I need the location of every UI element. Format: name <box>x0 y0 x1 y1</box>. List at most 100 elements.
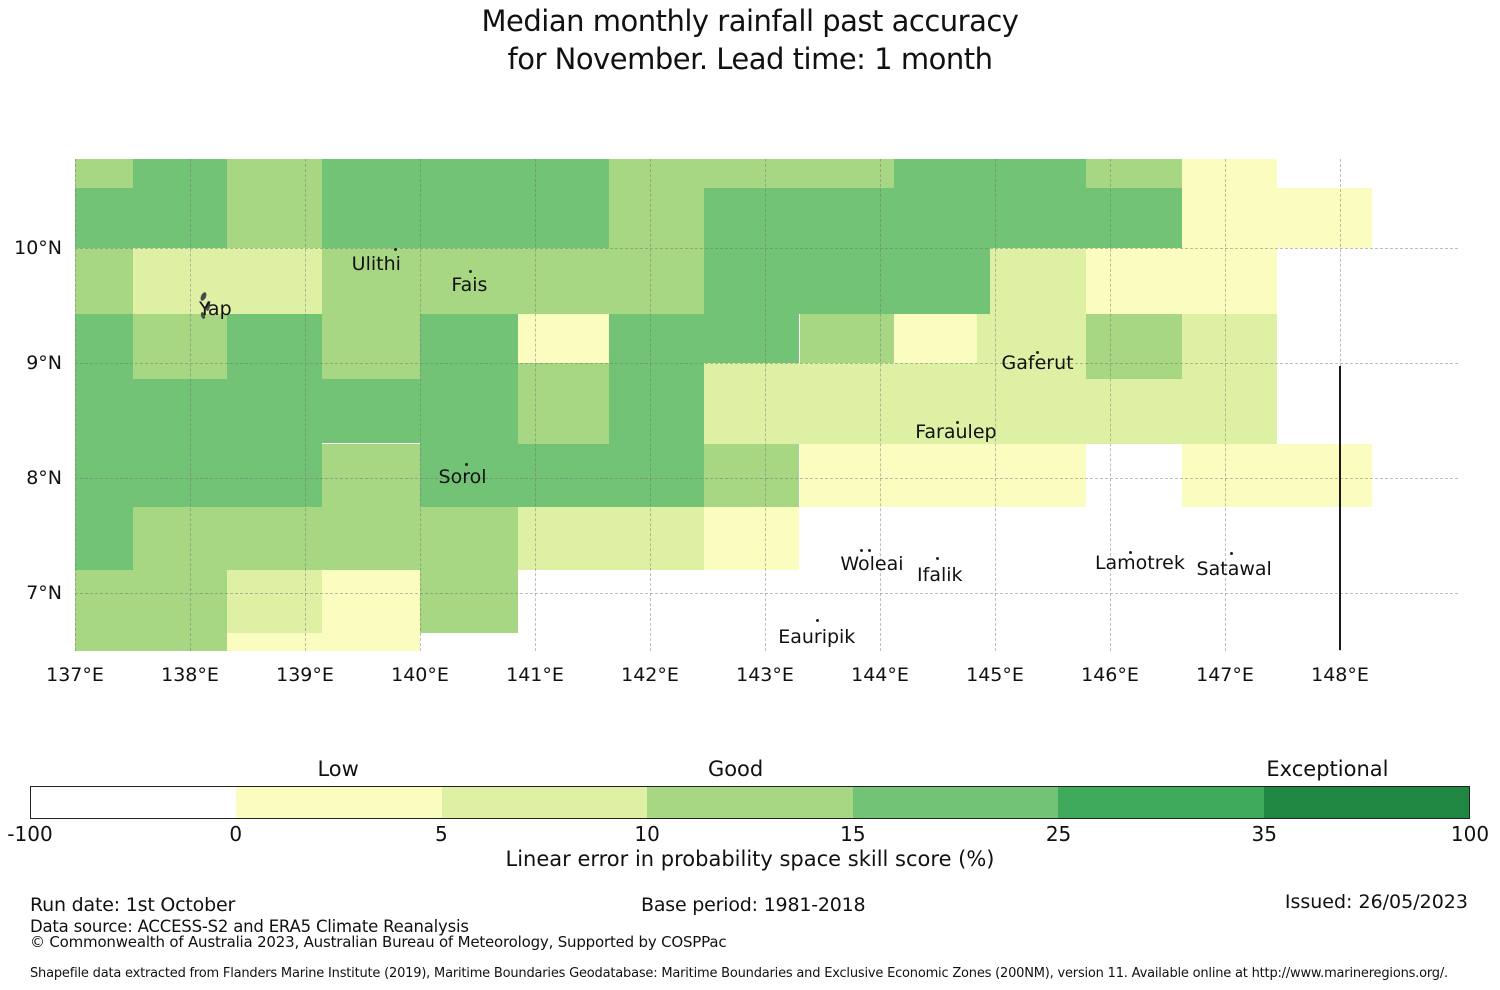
map-cell <box>1182 188 1373 248</box>
map-cell <box>322 248 705 314</box>
longitude-gridline <box>1110 159 1111 651</box>
map-cell <box>132 313 227 380</box>
colorbar-tick-label: 100 <box>1450 822 1490 846</box>
colorbar-tick-label: 10 <box>634 822 660 846</box>
map-cell <box>608 188 705 248</box>
map-cell <box>608 159 894 189</box>
longitude-gridline <box>765 159 766 651</box>
map-cell <box>893 159 1086 189</box>
map-cell <box>420 313 518 507</box>
map-cell <box>226 159 323 248</box>
island-dot <box>1230 552 1234 556</box>
map-plot-area: 137°E 138°E 139°E 140°E 141°E 142°E 143°E 144°E… <box>14 159 1458 686</box>
map-cell <box>704 188 1183 248</box>
shapefile-credit-text: Shapefile data extracted from Flanders M… <box>30 966 1448 981</box>
y-axis-tick-label: 8°N <box>26 467 62 489</box>
longitude-gridline <box>190 159 191 651</box>
colorbar-category-label: Exceptional <box>1266 757 1389 781</box>
colorbar-segment <box>647 787 853 818</box>
island-label: Lamotrek <box>1094 552 1185 575</box>
island-dot <box>464 462 468 466</box>
map-cell <box>132 248 323 314</box>
chart-title-line2: for November. Lead time: 1 month <box>507 42 993 76</box>
longitude-gridline <box>650 159 651 651</box>
colorbar-segment <box>1263 787 1469 818</box>
island-label: Gaferut <box>1001 352 1074 374</box>
map-cell <box>704 443 800 507</box>
x-axis-tick-label: 144°E <box>851 664 909 686</box>
map-cell <box>1182 159 1277 189</box>
island-dot <box>868 548 872 552</box>
map-cell <box>976 313 1086 363</box>
longitude-gridline <box>535 159 536 651</box>
x-axis-tick-label: 146°E <box>1081 664 1139 686</box>
latitude-gridline <box>75 593 1458 594</box>
map-cell <box>132 379 227 507</box>
island-dot <box>394 247 398 251</box>
colorbar-segment <box>441 787 648 818</box>
longitude-gridline <box>75 159 76 651</box>
map-cell <box>322 570 420 651</box>
map-cell <box>322 379 420 444</box>
map-cell <box>799 443 1086 507</box>
x-axis-tick-label: 142°E <box>621 664 679 686</box>
colorbar-tick-label: 35 <box>1251 822 1278 846</box>
island-dot <box>1129 551 1133 555</box>
latitude-gridline <box>75 363 1458 364</box>
map-cell <box>420 506 518 634</box>
island-dot <box>955 421 959 425</box>
run-date-text: Run date: 1st October <box>30 894 236 916</box>
island-label: Satawal <box>1196 557 1272 580</box>
map-cell <box>322 443 420 570</box>
map-cell <box>1085 313 1183 380</box>
map-cell <box>75 313 133 570</box>
island-dot <box>936 557 939 560</box>
map-cell <box>322 313 420 380</box>
x-axis-tick-label: 141°E <box>506 664 564 686</box>
map-cell <box>322 159 609 248</box>
colorbar-category-label: Good <box>707 757 764 781</box>
map-cell <box>799 313 894 363</box>
colorbar <box>30 786 1470 819</box>
colorbar-tick-label: -100 <box>7 822 53 846</box>
map-cell <box>517 443 705 507</box>
map-cell <box>1085 159 1183 189</box>
colorbar-tick-label: 0 <box>229 822 243 846</box>
data-source-text: Data source: ACCESS-S2 and ERA5 Climate … <box>30 917 469 936</box>
island-dot <box>469 269 473 273</box>
longitude-gridline <box>880 159 881 651</box>
y-axis-tick-label: 7°N <box>26 582 62 604</box>
colorbar-tick-label: 25 <box>1045 822 1072 846</box>
island-label: Eauripik <box>778 625 856 648</box>
island-dot <box>1036 351 1040 355</box>
map-cell <box>226 633 323 651</box>
base-period-text: Base period: 1981-2018 <box>641 894 866 916</box>
x-axis-tick-label: 137°E <box>46 664 104 686</box>
x-axis-tick-label: 140°E <box>391 664 449 686</box>
issued-date-text: Issued: 26/05/2023 <box>1284 891 1468 913</box>
map-cell <box>1085 248 1277 314</box>
map-cell <box>517 506 705 570</box>
longitude-gridline <box>305 159 306 651</box>
map-cell <box>893 313 977 363</box>
colorbar-segment <box>31 787 237 818</box>
map-cell <box>704 506 800 570</box>
latitude-gridline <box>75 478 1458 479</box>
colorbar-segment <box>1058 787 1264 818</box>
map-cell <box>517 363 609 444</box>
longitude-gridline <box>1225 159 1226 651</box>
map-cell <box>1182 443 1373 507</box>
map-cell <box>608 363 705 444</box>
x-axis-tick-label: 139°E <box>276 664 334 686</box>
colorbar-segment <box>852 787 1059 818</box>
copyright-text: © Commonwealth of Australia 2023, Austra… <box>30 933 727 951</box>
y-axis-tick-label: 9°N <box>26 352 62 374</box>
colorbar-category-label: Low <box>317 757 359 781</box>
island-label: Ifalik <box>917 563 963 586</box>
island-label: Woleai <box>840 553 904 576</box>
map-cell <box>1182 313 1277 363</box>
y-axis-tick-label: 10°N <box>14 237 62 259</box>
chart-title: Median monthly rainfall past accuracy fo… <box>0 2 1500 78</box>
map-cell <box>75 188 133 248</box>
